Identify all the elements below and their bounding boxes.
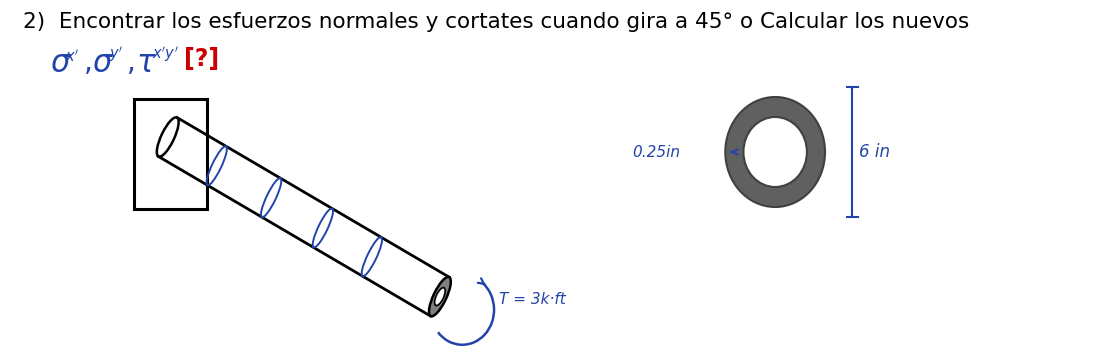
Text: 0.25in: 0.25in (632, 145, 679, 160)
Text: $\sigma$: $\sigma$ (92, 49, 115, 78)
Ellipse shape (429, 277, 450, 316)
Text: $\sigma$: $\sigma$ (50, 49, 72, 78)
Text: $_{y'}$: $_{y'}$ (109, 44, 123, 64)
Text: 6 in: 6 in (860, 143, 891, 161)
Text: $,$: $,$ (82, 49, 91, 77)
Text: $_{x'y'}$: $_{x'y'}$ (152, 44, 179, 64)
Text: $,$: $,$ (126, 49, 135, 77)
Ellipse shape (744, 117, 807, 187)
Bar (135, 99, 207, 209)
Text: $_{x'}$: $_{x'}$ (66, 44, 80, 64)
Text: [?]: [?] (185, 47, 219, 71)
Text: 2)  Encontrar los esfuerzos normales y cortates cuando gira a 45° o Calcular los: 2) Encontrar los esfuerzos normales y co… (22, 12, 969, 32)
Text: $\tau$: $\tau$ (136, 49, 157, 78)
Polygon shape (158, 117, 449, 316)
Text: T = 3k·ft: T = 3k·ft (498, 292, 565, 307)
Ellipse shape (435, 288, 445, 306)
Ellipse shape (725, 97, 825, 207)
